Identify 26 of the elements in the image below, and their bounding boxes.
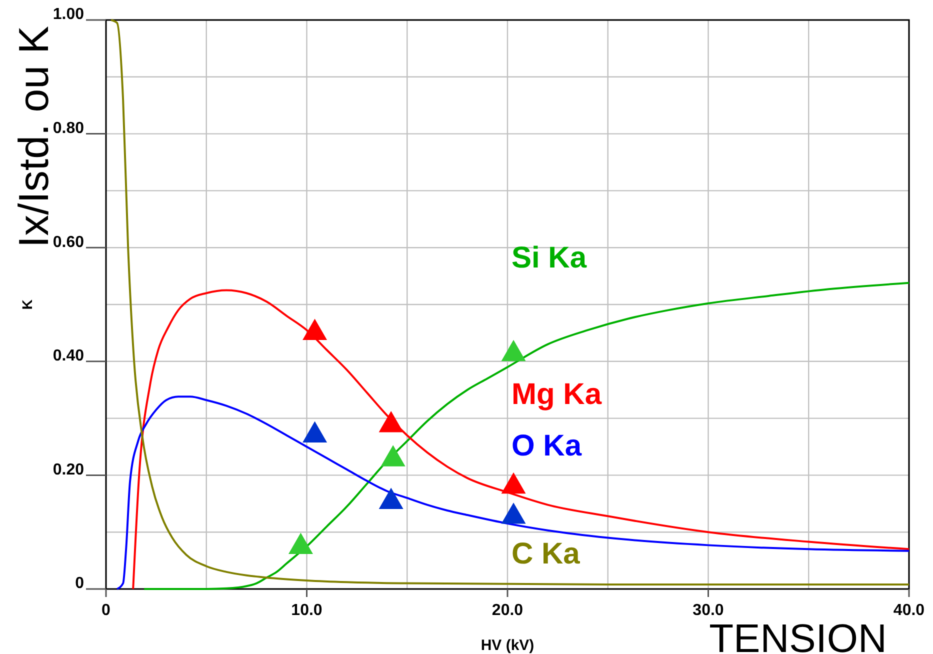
y-tick-label: 1.00 [52, 6, 84, 24]
point [288, 532, 313, 554]
x-tick-label: 0 [102, 602, 111, 619]
point [302, 421, 328, 442]
series-label: Si Ka [512, 242, 587, 275]
y-axis-title: K [19, 299, 35, 310]
y-tick-label: 0.80 [52, 120, 84, 137]
point [378, 488, 404, 510]
x-axis-title: HV (kV) [480, 637, 534, 654]
text: TENSION [709, 617, 887, 654]
y-tick-label: 0.20 [52, 461, 84, 478]
x-tick-label: 20.0 [492, 602, 524, 619]
point [380, 445, 406, 466]
point [501, 502, 526, 524]
x-tick-label: 30.0 [692, 602, 724, 619]
y-tick-label: 0 [75, 575, 84, 592]
point [501, 340, 526, 362]
point [378, 410, 404, 432]
series-label: C Ka [512, 537, 580, 570]
text: O Ka [512, 429, 582, 462]
x-tick-label: 40.0 [893, 602, 925, 619]
text: Mg Ka [512, 378, 602, 412]
y-tick-label: 0.40 [52, 348, 84, 365]
point [501, 472, 526, 494]
point [302, 318, 328, 340]
x-tick-label: 10.0 [291, 602, 322, 619]
